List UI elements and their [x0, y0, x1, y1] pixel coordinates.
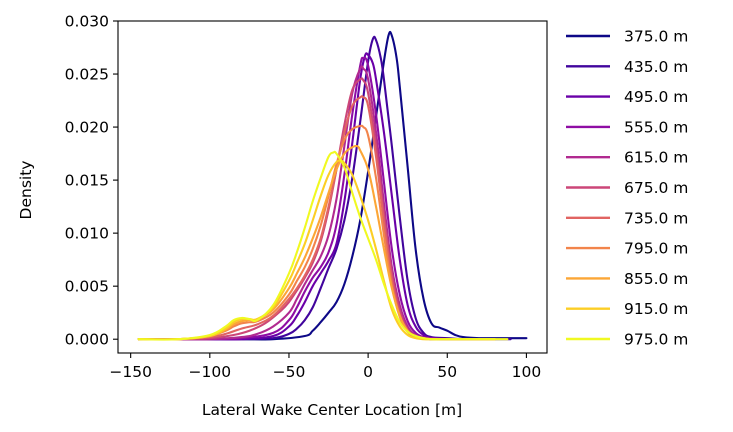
y-tick-label: 0.020	[65, 119, 109, 137]
legend-label: 495.0 m	[624, 88, 688, 106]
legend-item: 855.0 m	[566, 270, 688, 288]
series-line-11	[137, 150, 509, 341]
x-tick-label: −100	[189, 363, 232, 381]
x-tick-label: 100	[512, 363, 542, 381]
legend-label: 915.0 m	[624, 300, 688, 318]
legend-item: 735.0 m	[566, 209, 688, 227]
legend-label: 555.0 m	[624, 118, 688, 136]
x-tick-label: 0	[363, 363, 373, 381]
legend-label: 735.0 m	[624, 209, 688, 227]
legend-label: 975.0 m	[624, 331, 688, 349]
x-axis-label: Lateral Wake Center Location [m]	[202, 401, 462, 419]
axes-frame	[117, 20, 548, 354]
series-line-7	[137, 95, 496, 341]
legend-label: 615.0 m	[624, 149, 688, 167]
series-line-3	[137, 52, 496, 341]
series-line-2	[137, 35, 512, 341]
legend-item: 495.0 m	[566, 88, 688, 106]
legend-label: 675.0 m	[624, 179, 688, 197]
legend-label: 795.0 m	[624, 240, 688, 258]
legend-item: 435.0 m	[566, 58, 688, 76]
legend-item: 555.0 m	[566, 118, 688, 136]
y-tick-label: 0.015	[65, 172, 109, 190]
series-line-1	[137, 30, 528, 341]
y-tick-label: 0.005	[65, 278, 109, 296]
plot-area	[117, 20, 548, 354]
legend-item: 975.0 m	[566, 331, 688, 349]
legend-item: 615.0 m	[566, 149, 688, 167]
legend-label: 435.0 m	[624, 58, 688, 76]
x-tick-label: 50	[437, 363, 457, 381]
series-curves	[137, 30, 528, 341]
legend-label: 855.0 m	[624, 270, 688, 288]
series-line-8	[137, 124, 496, 341]
legend-item: 675.0 m	[566, 179, 688, 197]
legend-item: 375.0 m	[566, 28, 688, 46]
y-axis: 0.000 0.005 0.010 0.015 0.020 0.025 0.030	[65, 13, 118, 349]
legend-item: 795.0 m	[566, 240, 688, 258]
legend-label: 375.0 m	[624, 28, 688, 46]
x-tick-label: −50	[273, 363, 306, 381]
y-tick-label: 0.025	[65, 66, 109, 84]
legend-item: 915.0 m	[566, 300, 688, 318]
y-tick-label: 0.010	[65, 225, 109, 243]
y-tick-label: 0.030	[65, 13, 109, 31]
x-axis: −150 −100 −50 0 50 100	[109, 353, 541, 381]
y-tick-label: 0.000	[65, 331, 109, 349]
y-axis-label: Density	[17, 161, 35, 220]
legend: 375.0 m 435.0 m 495.0 m 555.0 m 615.0 m 675.0…	[566, 28, 688, 349]
x-tick-label: −150	[109, 363, 152, 381]
series-line-9	[137, 144, 496, 341]
